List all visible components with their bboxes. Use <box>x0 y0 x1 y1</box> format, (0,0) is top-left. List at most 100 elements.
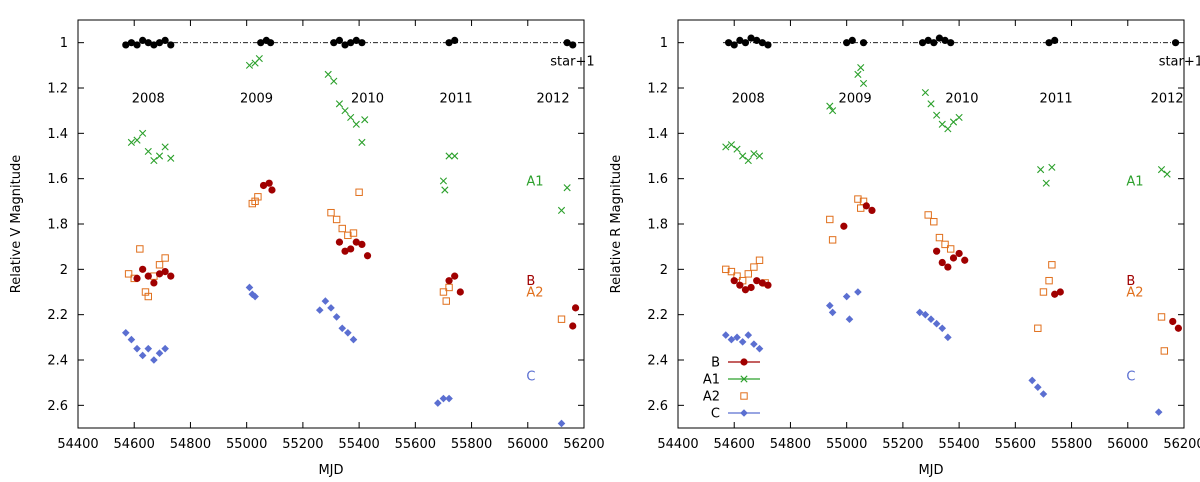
y-tick-label: 1 <box>660 36 668 51</box>
data-point <box>341 107 349 115</box>
y-tick-label: 1 <box>60 36 68 51</box>
data-point <box>341 247 349 255</box>
x-tick-label: 54400 <box>657 437 698 452</box>
data-point <box>924 211 932 219</box>
data-point <box>924 36 932 45</box>
data-point <box>344 329 352 337</box>
data-point <box>338 224 346 233</box>
data-point <box>747 283 755 292</box>
data-point <box>122 41 130 49</box>
data-point <box>930 39 938 47</box>
data-point <box>1163 170 1171 178</box>
data-point <box>935 34 944 42</box>
data-point <box>932 319 941 328</box>
data-point <box>266 39 275 47</box>
x-tick-label: 55200 <box>882 437 923 452</box>
data-point <box>1039 390 1048 398</box>
data-point <box>451 36 459 45</box>
data-point <box>744 331 753 339</box>
data-point <box>167 272 175 280</box>
data-point <box>1034 324 1042 332</box>
data-point <box>121 329 130 337</box>
data-point <box>918 39 927 47</box>
y-tick-label: 2.4 <box>47 354 68 369</box>
y-tick-label: 2 <box>60 263 68 278</box>
data-point <box>563 184 571 192</box>
data-point <box>563 39 571 47</box>
data-point <box>161 254 169 262</box>
data-point <box>1056 288 1064 296</box>
data-point <box>730 41 738 49</box>
data-point <box>155 39 164 47</box>
data-point <box>1034 383 1042 391</box>
series-c <box>121 283 566 428</box>
data-point <box>1039 288 1048 296</box>
data-point <box>750 263 758 271</box>
data-point <box>445 39 453 47</box>
data-point <box>744 270 752 278</box>
annotation-label: A1 <box>1126 174 1143 189</box>
y-tick-label: 1.6 <box>47 172 68 187</box>
data-point <box>161 268 169 276</box>
data-point <box>721 331 730 339</box>
data-point <box>161 344 169 353</box>
data-point <box>764 41 772 49</box>
x-tick-label: 55200 <box>282 437 323 452</box>
x-axis-label: MJD <box>918 463 943 478</box>
data-point <box>826 215 834 224</box>
y-tick-label: 2 <box>660 263 668 278</box>
data-point <box>1051 36 1059 45</box>
y-tick-label: 2.2 <box>647 308 668 323</box>
data-point <box>557 315 566 323</box>
series-b <box>730 202 1182 332</box>
data-point <box>722 143 730 151</box>
data-point <box>255 54 263 63</box>
data-point <box>352 238 360 246</box>
data-point <box>347 245 355 253</box>
data-point <box>941 240 949 249</box>
data-point <box>845 315 854 323</box>
year-label: 2009 <box>839 92 872 107</box>
data-point <box>248 290 257 299</box>
data-point <box>445 277 453 285</box>
data-point <box>451 272 459 280</box>
data-point <box>155 270 164 278</box>
data-point <box>938 324 947 333</box>
data-point <box>139 265 147 273</box>
data-point <box>927 100 935 108</box>
y-tick-label: 1.8 <box>47 218 68 233</box>
legend-marker <box>740 358 748 366</box>
data-point <box>245 61 254 69</box>
data-point <box>955 113 963 122</box>
x-tick-label: 54800 <box>170 437 211 452</box>
y-tick-label: 1.2 <box>47 82 68 97</box>
x-tick-label: 54600 <box>714 437 755 452</box>
data-point <box>330 39 338 47</box>
data-point <box>251 292 259 301</box>
data-point <box>445 283 453 292</box>
x-tick-label: 56200 <box>563 437 604 452</box>
data-point <box>315 306 324 314</box>
data-point <box>335 238 344 246</box>
data-point <box>347 39 355 47</box>
data-point <box>758 279 766 287</box>
series-a2 <box>722 195 1169 355</box>
legend-label: A2 <box>703 390 720 405</box>
data-point <box>933 247 941 255</box>
x-tick-label: 54600 <box>114 437 155 452</box>
data-point <box>557 419 566 428</box>
data-point <box>859 79 868 88</box>
data-point <box>944 263 952 271</box>
y-tick-label: 1.2 <box>647 82 668 97</box>
data-point <box>1051 290 1059 298</box>
annotation-label: A1 <box>526 174 543 189</box>
data-point <box>1048 163 1056 171</box>
legend-marker <box>740 392 748 400</box>
data-point <box>439 394 448 403</box>
data-point <box>155 261 164 269</box>
data-point <box>1169 317 1177 326</box>
data-point <box>741 286 750 294</box>
y-tick-label: 2.6 <box>47 399 68 414</box>
data-point <box>451 152 459 160</box>
data-point <box>826 301 834 310</box>
